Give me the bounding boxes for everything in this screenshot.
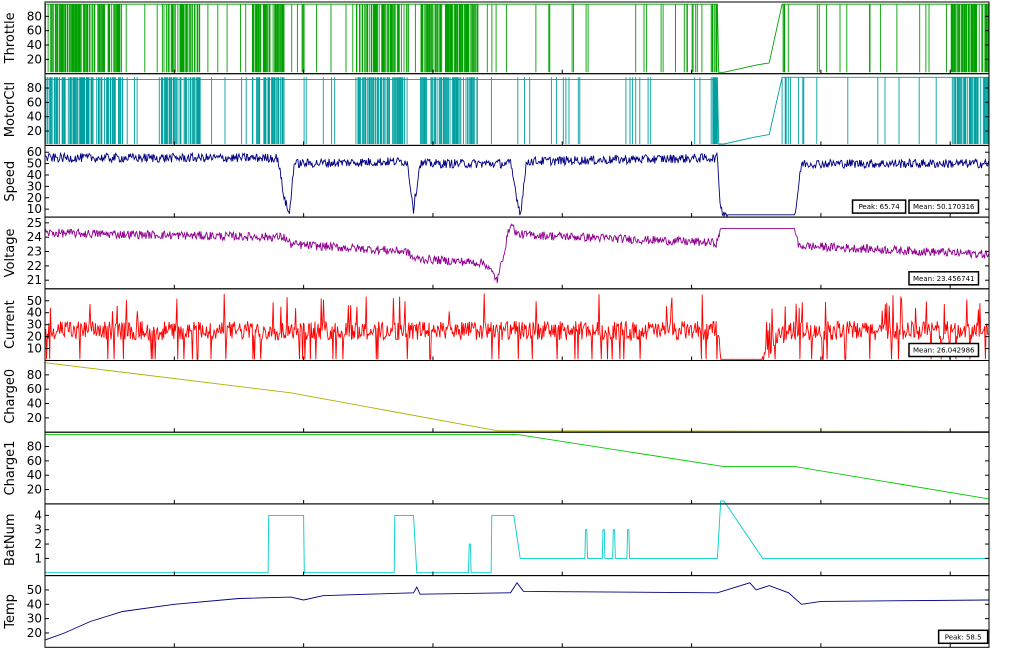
ytick-label-throttle-2: 60 bbox=[27, 24, 42, 38]
ytick-label-motorctl-1: 40 bbox=[27, 110, 42, 124]
ylabel-batnum: BatNum bbox=[3, 513, 18, 566]
ylabel-temp: Temp bbox=[3, 594, 18, 630]
annotation-voltage-0: Mean: 23.456741 bbox=[913, 275, 975, 283]
ytick-label-current-3: 40 bbox=[27, 306, 42, 320]
ytick-label-current-1: 20 bbox=[27, 330, 42, 344]
panel-frame-charge1 bbox=[44, 431, 990, 505]
ylabel-current: Current bbox=[3, 300, 18, 349]
ytick-label-batnum-2: 3 bbox=[34, 523, 42, 537]
ylabel-speed: Speed bbox=[3, 161, 18, 202]
series-line-motorctl bbox=[44, 76, 989, 145]
ylabel-throttle: Throttle bbox=[3, 12, 18, 64]
annotation-speed-1: Mean: 50.170316 bbox=[913, 203, 975, 211]
ytick-label-charge0-2: 60 bbox=[27, 382, 42, 396]
ytick-label-charge1-2: 60 bbox=[27, 454, 42, 468]
ytick-label-batnum-1: 2 bbox=[34, 537, 42, 551]
ytick-label-batnum-3: 4 bbox=[34, 508, 42, 522]
series-line-voltage bbox=[44, 223, 989, 283]
series-line-charge0 bbox=[44, 362, 990, 432]
ylabel-motorctl: MotorCtl bbox=[3, 82, 18, 137]
series-line-charge1 bbox=[45, 433, 990, 500]
series-line-speed bbox=[44, 151, 989, 218]
ytick-label-throttle-0: 20 bbox=[27, 52, 42, 66]
ytick-label-speed-5: 60 bbox=[27, 145, 42, 159]
ytick-label-motorctl-0: 20 bbox=[27, 124, 42, 138]
annotation-temp-0: Peak: 58.5 bbox=[945, 633, 982, 641]
ytick-label-voltage-1: 22 bbox=[27, 259, 42, 273]
ytick-label-voltage-0: 21 bbox=[27, 273, 42, 287]
ytick-label-charge0-0: 20 bbox=[27, 411, 42, 425]
annotation-speed-0: Peak: 65.74 bbox=[858, 203, 900, 211]
ytick-label-throttle-3: 80 bbox=[27, 9, 42, 23]
panel-frame-speed bbox=[44, 144, 990, 218]
ylabel-charge1: Charge1 bbox=[3, 441, 18, 496]
series-line-current bbox=[44, 293, 989, 361]
annotation-box-speed-1 bbox=[908, 199, 980, 214]
ytick-label-current-0: 10 bbox=[27, 342, 42, 356]
annotation-box-voltage-0 bbox=[908, 271, 980, 286]
ytick-label-voltage-2: 23 bbox=[27, 245, 42, 259]
ytick-label-charge1-3: 80 bbox=[27, 440, 42, 454]
ytick-label-throttle-1: 40 bbox=[27, 38, 42, 52]
ytick-label-motorctl-2: 60 bbox=[27, 95, 42, 109]
annotation-box-temp-0 bbox=[937, 629, 989, 645]
ytick-label-speed-1: 20 bbox=[27, 191, 42, 205]
ytick-label-charge1-0: 20 bbox=[27, 483, 42, 497]
ytick-label-charge0-1: 40 bbox=[27, 397, 42, 411]
ylabel-charge0: Charge0 bbox=[3, 369, 18, 424]
ytick-label-speed-4: 50 bbox=[27, 157, 42, 171]
ytick-label-speed-2: 30 bbox=[27, 179, 42, 193]
ytick-label-current-4: 50 bbox=[27, 294, 42, 308]
annotation-box-current-0 bbox=[908, 342, 980, 358]
ytick-label-voltage-4: 25 bbox=[27, 216, 42, 230]
ytick-label-current-2: 30 bbox=[27, 318, 42, 332]
ytick-label-temp-2: 40 bbox=[27, 597, 42, 611]
ytick-label-batnum-0: 1 bbox=[34, 551, 42, 565]
panel-frame-temp bbox=[44, 575, 990, 648]
ylabel-voltage: Voltage bbox=[3, 229, 18, 278]
ytick-label-voltage-3: 24 bbox=[27, 230, 42, 244]
series-line-throttle bbox=[45, 3, 989, 73]
panel-frame-voltage bbox=[44, 216, 990, 290]
ytick-label-temp-0: 20 bbox=[27, 626, 42, 640]
panel-frame-charge0 bbox=[44, 360, 990, 433]
ytick-label-charge1-1: 40 bbox=[27, 468, 42, 482]
annotation-box-speed-0 bbox=[851, 199, 907, 214]
ytick-label-temp-1: 30 bbox=[27, 612, 42, 626]
ytick-label-charge0-3: 80 bbox=[27, 368, 42, 382]
series-line-batnum bbox=[45, 500, 989, 574]
annotation-current-0: Mean: 26.042986 bbox=[913, 347, 975, 355]
series-line-temp bbox=[44, 582, 990, 641]
ytick-label-temp-3: 50 bbox=[27, 583, 42, 597]
ytick-label-motorctl-3: 80 bbox=[27, 81, 42, 95]
ytick-label-speed-3: 40 bbox=[27, 168, 42, 182]
ytick-label-speed-0: 10 bbox=[27, 202, 42, 216]
